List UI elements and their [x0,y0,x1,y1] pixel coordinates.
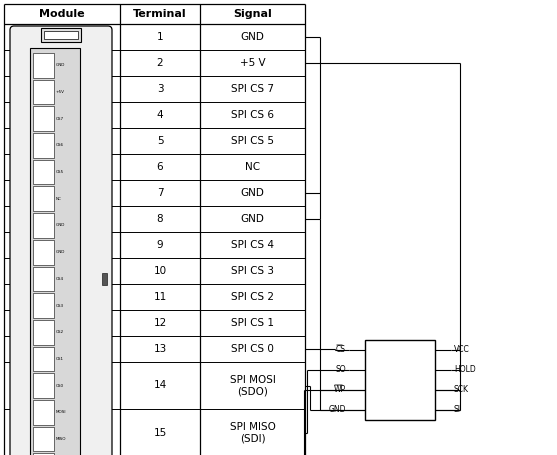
Text: 14: 14 [153,380,167,390]
Text: 13: 13 [153,344,167,354]
Bar [33,53,54,78]
Text: NC: NC [245,162,260,172]
Text: CS3: CS3 [56,303,64,308]
Text: 15: 15 [153,428,167,438]
Text: 1: 1 [373,345,378,354]
Text: Signal: Signal [233,9,272,19]
Bar [30,48,80,455]
Text: HOLD: HOLD [454,365,476,374]
Text: 5: 5 [422,405,427,415]
Text: 3: 3 [373,385,378,394]
Text: 9: 9 [157,240,163,250]
Text: Module: Module [39,9,85,19]
Text: MOSI: MOSI [56,410,66,415]
Text: CS6: CS6 [56,143,64,147]
Text: GND: GND [56,223,65,228]
Text: MISO: MISO [56,437,66,441]
Text: GND: GND [241,32,265,42]
Text: 2: 2 [157,58,163,68]
Text: 6: 6 [157,162,163,172]
Text: +5V: +5V [56,90,65,94]
Text: GND: GND [56,250,65,254]
Text: CS4: CS4 [56,277,64,281]
Bar [33,133,54,158]
Text: CS1: CS1 [56,357,64,361]
Text: SPI MOSI
(SDO): SPI MOSI (SDO) [229,375,276,396]
Bar [33,347,54,371]
Bar [365,340,435,420]
Text: GND: GND [241,214,265,224]
Text: 8: 8 [157,214,163,224]
Text: SO: SO [335,365,346,374]
Text: +5 V: +5 V [240,58,265,68]
Bar [33,106,54,131]
Text: CS5: CS5 [56,170,64,174]
Text: SPI CS 2: SPI CS 2 [231,292,274,302]
Text: GND: GND [241,188,265,198]
Text: SCK: SCK [454,385,469,394]
Text: 8: 8 [422,345,427,354]
Text: CS: CS [336,345,346,354]
Text: 6: 6 [422,385,427,394]
Text: Terminal: Terminal [133,9,187,19]
Bar [41,28,81,42]
Text: CS2: CS2 [56,330,64,334]
Bar [33,373,54,398]
Bar [33,80,54,104]
Bar [33,293,54,318]
Text: SPI CS 6: SPI CS 6 [231,110,274,120]
Bar [43,31,79,39]
Text: GND: GND [329,405,346,415]
FancyBboxPatch shape [10,26,112,455]
Bar [33,160,54,184]
Text: 12: 12 [153,318,167,328]
Text: 3: 3 [157,84,163,94]
Bar [33,453,54,455]
Text: SPI CS 3: SPI CS 3 [231,266,274,276]
Text: 2: 2 [373,365,378,374]
Bar [33,187,54,211]
Text: CS7: CS7 [56,117,64,121]
Text: SPI CS 1: SPI CS 1 [231,318,274,328]
Text: 11: 11 [153,292,167,302]
Text: SPI CS 7: SPI CS 7 [231,84,274,94]
Text: 7: 7 [157,188,163,198]
Text: SPI CS 0: SPI CS 0 [231,344,274,354]
Text: 4: 4 [157,110,163,120]
Text: SPI CS 5: SPI CS 5 [231,136,274,146]
Text: CS0: CS0 [56,384,64,388]
Text: SPI MISO
(SDI): SPI MISO (SDI) [229,422,276,443]
Text: SPI CS 4: SPI CS 4 [231,240,274,250]
Text: WP: WP [334,385,346,394]
Bar [33,400,54,425]
Text: 7: 7 [422,365,427,374]
Bar [33,213,54,238]
Text: GND: GND [56,63,65,67]
Bar [33,427,54,451]
Text: 5: 5 [157,136,163,146]
Text: NC: NC [56,197,62,201]
Bar [33,240,54,264]
Text: SI: SI [454,405,461,415]
Bar [33,320,54,344]
Text: 4: 4 [373,405,378,415]
Text: 10: 10 [153,266,167,276]
Bar [33,267,54,291]
Bar [102,273,107,285]
Text: VCC: VCC [454,345,470,354]
Text: 1: 1 [157,32,163,42]
